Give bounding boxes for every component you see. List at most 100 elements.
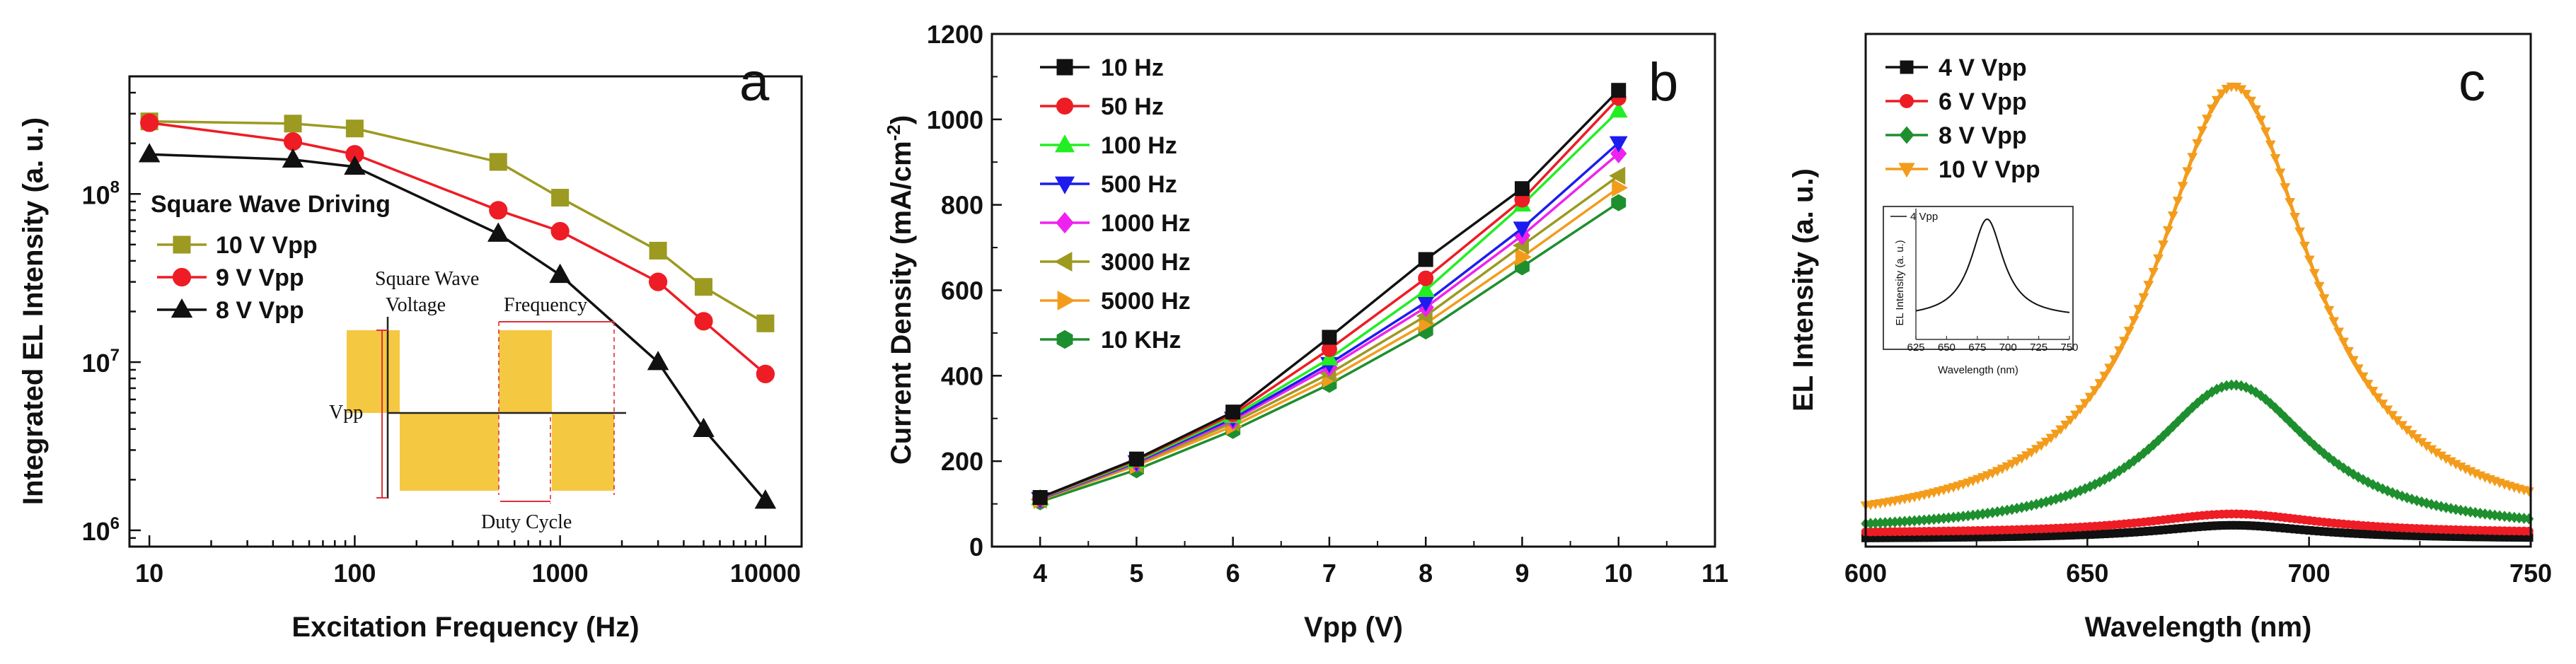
panel-a-data-point [649,241,667,260]
panel-c-data-point [2294,227,2305,238]
panel-c-data-point [2084,392,2096,402]
panel-c-data-point [2338,462,2349,474]
panel-c-x-tick-label: 650 [2066,559,2108,588]
panel-c-data-point [2275,168,2286,178]
panel-c-data-point [2045,433,2057,443]
panel-c-data-point [2109,355,2120,365]
panel-a-data-point [551,189,570,207]
panel-c-data-point [2319,448,2329,460]
panel-b-data-point [1515,247,1532,267]
panel-c-data-point [2373,481,2383,493]
panel-c-data-point [2265,140,2276,150]
panel-a-legend-label: 8 V Vpp [216,297,304,324]
panel-b-data-point [1225,404,1241,420]
panel-c-data-point [2011,457,2023,467]
panel-c-data-point [2192,139,2203,149]
panel-c-data-point [2021,451,2032,461]
panel-b-x-axis-title: Vpp (V) [1304,612,1403,643]
panel-b-data-point [1513,221,1532,238]
panel-c-legend-label: 8 V Vpp [1939,122,2027,149]
panel-c-data-point [2138,293,2149,303]
panel-a-data-point [647,351,669,371]
panel-a-data-point [695,278,713,296]
panel-c-data-point [2167,211,2178,221]
panel-a-legend-label: 10 V Vpp [216,232,318,259]
panel-a-y-tick-label: 108 [82,177,120,209]
panel-c-data-point [2372,393,2384,403]
panel-b-letter: b [1648,52,1678,112]
panel-a-data-point [550,221,570,241]
panel-b-data-point [1611,194,1627,211]
panel-c-data-point [2216,89,2227,99]
panel-b-data-point [1416,280,1436,297]
panel-c-data-point [2260,127,2271,137]
panel-c-data-point [2367,387,2379,397]
panel-c-data-point [2153,254,2164,264]
panel-a-data-point [756,314,775,332]
panel-c-data-point [2128,316,2139,326]
panel-b-legend-label: 50 Hz [1101,93,1164,120]
panel-c-data-point [2148,267,2159,278]
panel-a-data-point [282,148,304,168]
panel-c-data-point [2069,410,2081,420]
panel-c-legend-label: 10 V Vpp [1939,156,2040,183]
panel-c-data-point [2328,317,2340,327]
panel-c-data-point [2143,281,2154,291]
panel-c-data-point [2246,96,2257,107]
panel-a-x-tick-label: 100 [333,559,376,588]
panel-b-y-title-sup: -2 [883,124,904,141]
panel-c-inset-x-tick-label: 675 [1968,342,1986,354]
inset-pulse-upper-1 [347,330,400,413]
panel-b-y-tick-label: 1000 [927,105,983,134]
panel-b-x-tick-label: 4 [1033,559,1047,588]
panel-b-plot-frame [990,33,1716,548]
panel-b-legend-label: 100 Hz [1101,132,1177,159]
inset-pulse-lower-1 [400,413,499,491]
panel-a-data-point [344,155,366,175]
panel-c-data-point [2089,386,2101,396]
panel-c-data-point [2285,198,2296,208]
inset-frequency-label: Frequency [504,294,587,316]
panel-b-legend-marker [1056,97,1074,115]
panel-b-legend-marker [1054,251,1073,272]
panel-c-legend-label: 4 V Vpp [1939,54,2027,81]
panel-c-data-point [2187,153,2198,163]
panel-c-data-point [2347,356,2359,366]
panel-c-legend-label: 6 V Vpp [1939,88,2027,115]
panel-c-data-point [2206,104,2217,115]
panel-b-y-tick-label: 400 [941,361,983,390]
panel-c-inset-x-tick-label: 700 [1999,342,2017,354]
panel-a-data-point [693,417,715,438]
panel-c-data-point [2265,397,2275,409]
panel-c-data-point [2524,526,2534,536]
panel-c-data-point [2031,445,2042,455]
panel-c-data-point [2040,438,2052,448]
panel-c-x-tick-label: 600 [1844,559,1887,588]
panel-c-data-point [2251,105,2261,115]
panel-b-data-point [1514,181,1530,197]
panel-a-y-tick-label: 106 [82,514,120,546]
panel-c-inset-legend: 4 Vpp [1910,211,1938,223]
panel-c-data-point [2387,411,2398,421]
panel-c-x-tick-label: 750 [2509,559,2552,588]
panel-b-data-point [1032,490,1048,506]
inset-pulse-upper-2 [499,330,552,413]
panel-c-data-point [2099,371,2110,381]
panel-c-data-point [2094,379,2106,389]
panel-b-data-point [1612,178,1629,197]
panel-c-data-point [2241,381,2251,393]
panel-c-data-point [2348,468,2359,480]
panel-c-data-point [2060,420,2072,431]
panel-b-legend-label: 5000 Hz [1101,288,1191,315]
panel-c-data-point [2197,126,2208,136]
panel-c-legend: 4 V Vpp 6 V Vpp 8 V Vpp 10 V Vpp [1885,54,2040,183]
panel-c-inset-y-title: EL Intensity (a. u.) [1894,240,1906,325]
inset-title-line2: Voltage [386,294,446,316]
panel-c-data-point [2362,380,2374,390]
panel-c-data-point [2246,383,2256,395]
panel-a-data-point [694,312,713,331]
panel-c-data-point [2377,400,2389,409]
panel-c-data-point [2270,154,2281,164]
panel-c-data-point [2329,455,2339,467]
